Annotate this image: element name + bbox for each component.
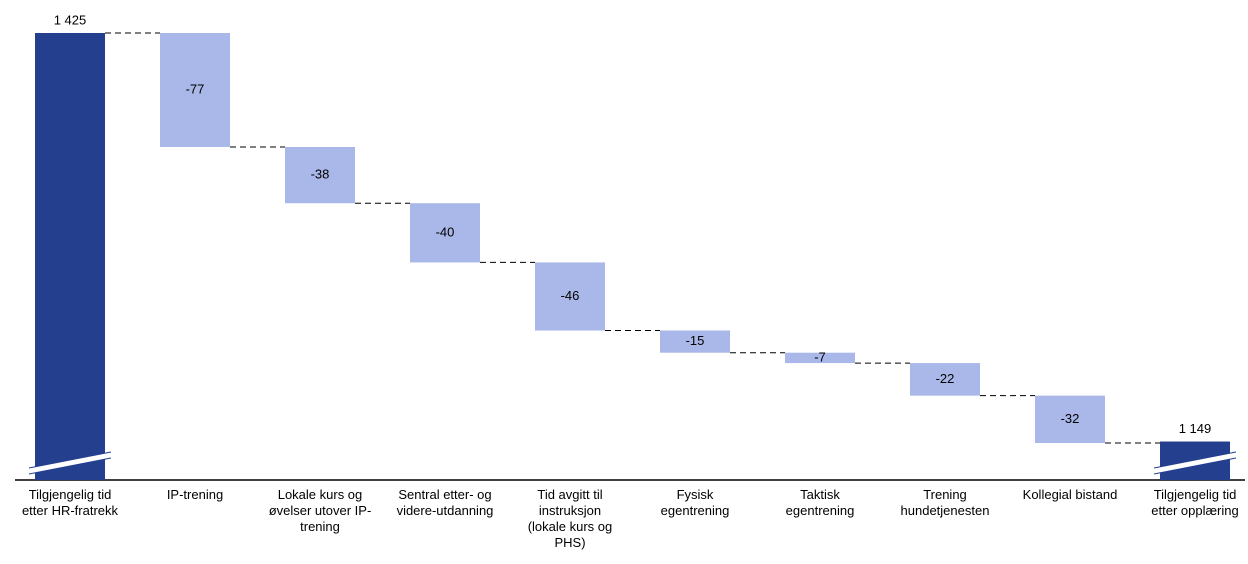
delta-bar: [660, 330, 730, 353]
axis-break-edge: [1153, 457, 1237, 475]
category-label: Tilgjengelig tid etter opplæring: [1151, 487, 1239, 518]
value-label: -77: [186, 81, 205, 96]
category-label: Trening hundetjenesten: [900, 487, 990, 518]
total-bar: [35, 33, 105, 480]
value-label: -38: [311, 167, 330, 182]
category-label: Tilgjengelig tid etter HR-fratrekk: [21, 487, 119, 518]
delta-bar: [910, 363, 980, 396]
category-label: Lokale kurs og øvelser utover IP-trening: [268, 487, 372, 534]
axis-break-edge: [28, 457, 112, 475]
category-label: Fysisk egentrening: [660, 487, 730, 518]
value-label: 1 149: [1179, 421, 1212, 436]
delta-bar: [535, 262, 605, 331]
delta-bar: [785, 352, 855, 364]
axis-break-edge: [28, 451, 112, 469]
category-label: Kollegial bistand: [1022, 487, 1118, 502]
value-label: -22: [936, 371, 955, 386]
value-label: -15: [686, 333, 705, 348]
axis-break: [1154, 452, 1236, 474]
delta-bar: [285, 146, 355, 204]
delta-bar: [1035, 395, 1105, 443]
category-label: Tid avgitt til instruksjon (lokale kurs …: [527, 487, 613, 550]
value-label: -46: [561, 288, 580, 303]
axis-break: [29, 452, 111, 474]
axis-break-edge: [1153, 451, 1237, 469]
category-label: IP-trening: [166, 487, 224, 502]
value-label: 1 425: [54, 12, 87, 27]
delta-bar: [160, 33, 230, 147]
category-label: Taktisk egentrening: [785, 487, 855, 518]
value-label: -32: [1061, 411, 1080, 426]
value-label: -40: [436, 224, 455, 239]
value-label: -7: [814, 349, 826, 364]
delta-bar: [410, 203, 480, 263]
category-label: Sentral etter- og videre-utdanning: [396, 487, 494, 518]
